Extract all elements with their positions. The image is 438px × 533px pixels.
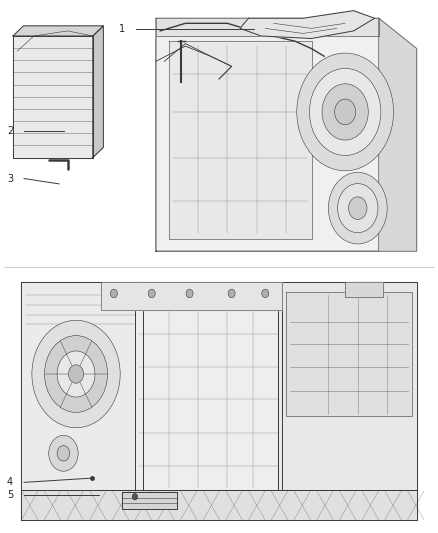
Circle shape: [186, 289, 193, 298]
Circle shape: [32, 320, 120, 427]
Text: 5: 5: [7, 490, 13, 499]
Circle shape: [349, 197, 367, 220]
Circle shape: [68, 365, 84, 383]
Polygon shape: [345, 282, 383, 297]
Text: 4: 4: [7, 478, 13, 487]
Text: 2: 2: [7, 126, 13, 135]
Circle shape: [297, 53, 393, 171]
Circle shape: [322, 84, 368, 140]
Polygon shape: [156, 18, 379, 36]
Circle shape: [49, 435, 78, 471]
Circle shape: [262, 289, 269, 298]
Circle shape: [338, 183, 378, 233]
Circle shape: [57, 351, 95, 397]
Polygon shape: [379, 18, 417, 251]
Polygon shape: [286, 292, 413, 416]
Polygon shape: [21, 490, 417, 520]
Circle shape: [309, 68, 381, 156]
Circle shape: [228, 289, 235, 298]
Polygon shape: [101, 282, 282, 310]
Circle shape: [57, 446, 70, 461]
Polygon shape: [21, 282, 143, 490]
Polygon shape: [21, 282, 417, 490]
Text: 3: 3: [7, 174, 13, 183]
Polygon shape: [240, 11, 374, 38]
Circle shape: [328, 172, 387, 244]
Polygon shape: [156, 18, 417, 251]
Circle shape: [132, 494, 138, 500]
Circle shape: [335, 99, 356, 125]
Polygon shape: [13, 26, 103, 36]
Polygon shape: [135, 282, 282, 490]
Circle shape: [148, 289, 155, 298]
Polygon shape: [93, 26, 103, 158]
Circle shape: [45, 336, 108, 413]
Polygon shape: [13, 36, 93, 158]
Circle shape: [110, 289, 117, 298]
Polygon shape: [169, 41, 311, 239]
Polygon shape: [122, 492, 177, 509]
Polygon shape: [278, 282, 417, 490]
Text: 1: 1: [119, 25, 125, 34]
